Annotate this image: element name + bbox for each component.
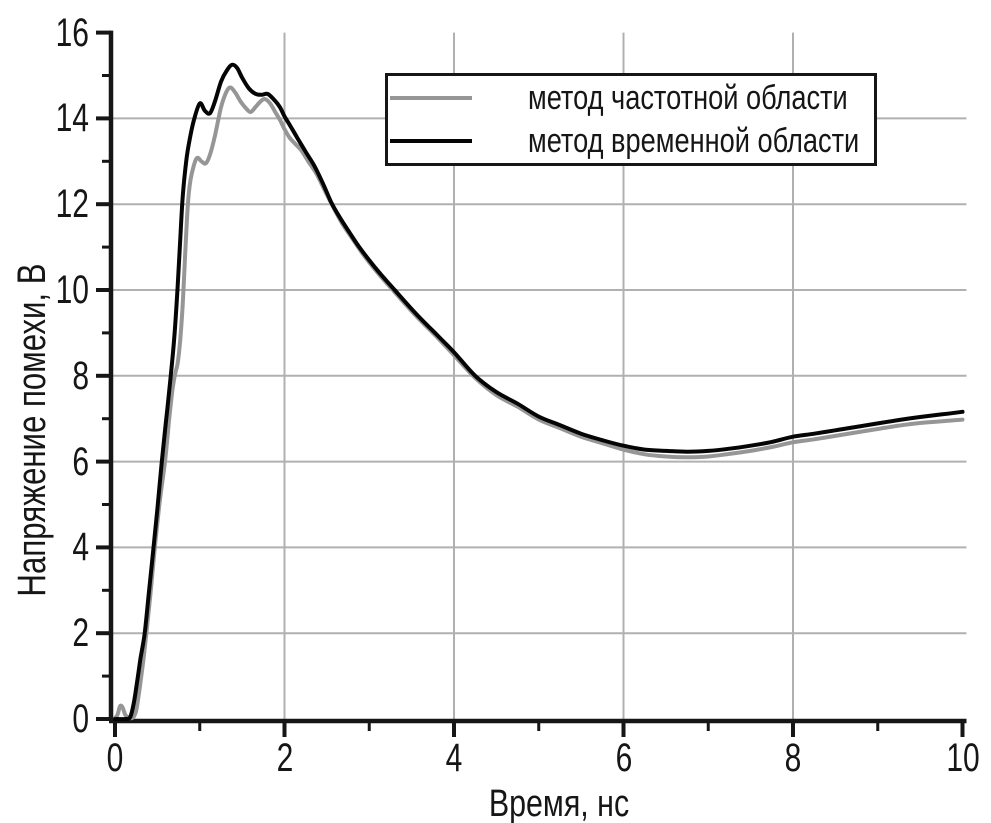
x-tick-label: 2 xyxy=(276,736,293,780)
y-tick-label: 2 xyxy=(72,611,89,656)
y-tick-label: 8 xyxy=(72,353,89,398)
x-tick-label: 10 xyxy=(945,736,980,780)
y-tick-label: 16 xyxy=(55,10,89,55)
legend: метод частотной области метод временной … xyxy=(385,73,877,166)
series-line-frequency-method xyxy=(113,85,965,721)
y-tick-label: 0 xyxy=(72,697,89,741)
x-tick-label: 4 xyxy=(445,736,463,780)
x-tick-label: 6 xyxy=(615,736,632,780)
y-tick-label: 4 xyxy=(72,525,89,570)
x-tick-label: 8 xyxy=(784,736,802,780)
series-line-time-method xyxy=(113,62,965,722)
legend-label-frequency-method: метод частотной области xyxy=(528,79,848,117)
x-tick-label: 0 xyxy=(106,736,124,780)
y-tick-label: 14 xyxy=(55,96,89,141)
legend-entry-frequency-method: метод частотной области xyxy=(388,77,874,120)
legend-label-time-method: метод временной области xyxy=(528,122,860,160)
frequency-method-line-swatch xyxy=(390,96,472,100)
x-axis-title: Время, нс xyxy=(488,783,630,823)
y-tick-label: 10 xyxy=(55,268,89,312)
legend-entry-time-method: метод временной области xyxy=(388,120,874,163)
y-tick-label: 12 xyxy=(55,182,89,227)
y-tick-label: 6 xyxy=(72,439,89,484)
time-method-line-swatch xyxy=(390,139,472,143)
